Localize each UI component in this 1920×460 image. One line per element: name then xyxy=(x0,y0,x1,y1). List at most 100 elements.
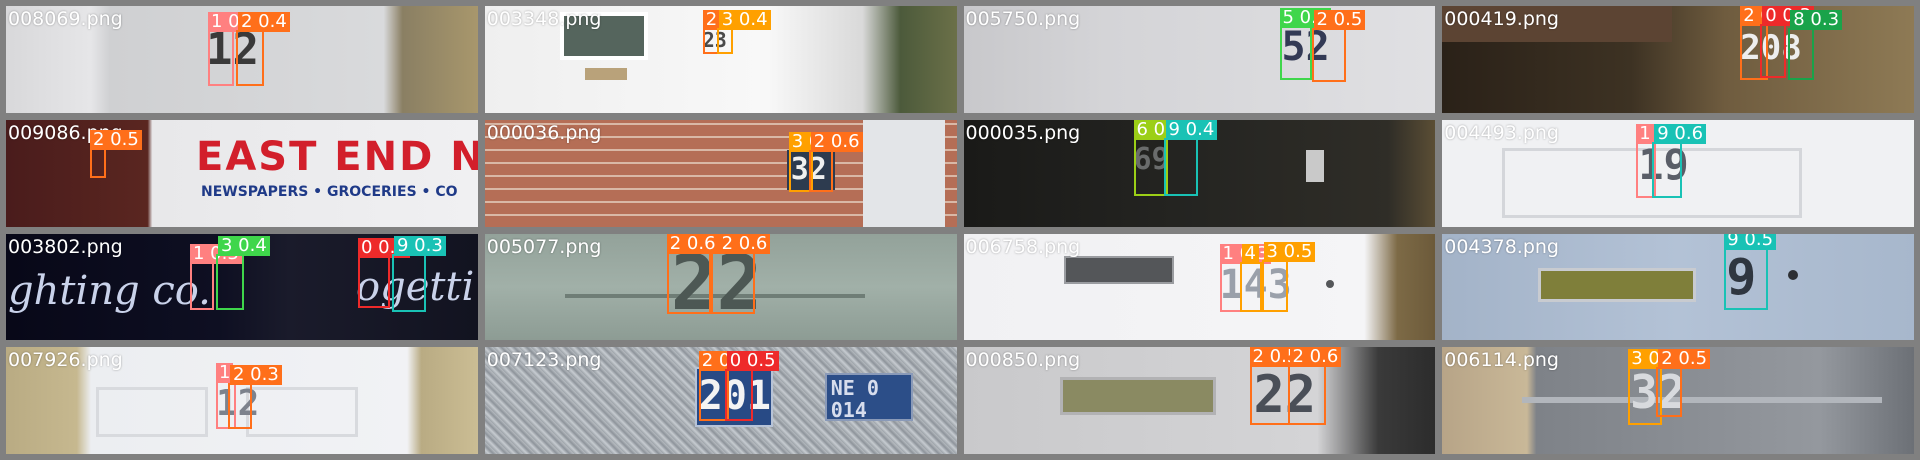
door-knob xyxy=(1788,269,1799,280)
detection-label: 2 0.6 xyxy=(1289,347,1342,368)
detection-box: 3 0.4 xyxy=(216,235,270,310)
detection-box: 4 xyxy=(1239,243,1262,312)
tile-filename: 008069.png xyxy=(8,8,123,30)
house-number-digits: 12 xyxy=(216,383,260,425)
tile-009086: EAST END NE NEWSPAPERS • GROCERIES • CO … xyxy=(6,119,478,227)
tile-filename: 000850.png xyxy=(965,349,1081,372)
detection-label: 2 xyxy=(702,10,721,30)
tile-000850: 22 000850.png 2 0.5 2 0.6 xyxy=(963,347,1436,454)
house-number-digits: 143 xyxy=(1219,261,1292,308)
tile-000419: 208 000419.png 2 0.3 0 0.3 8 0.3 xyxy=(1442,6,1914,113)
number-plaque-right: NE 0 014 xyxy=(824,373,913,422)
tile-filename: 005077.png xyxy=(486,235,602,258)
detection-box: 9 0.3 xyxy=(392,235,446,312)
tile-filename: 006758.png xyxy=(965,235,1081,258)
door-knob xyxy=(1325,279,1334,288)
detection-box: 3 0.4 xyxy=(716,10,771,54)
shop-sign-right: ogetti xyxy=(356,263,475,310)
scene-image xyxy=(963,233,1436,341)
detection-label: 2 0.3 xyxy=(230,365,282,386)
detection-label: 3 0.4 xyxy=(718,10,771,30)
letterbox xyxy=(1538,267,1697,302)
door-window xyxy=(559,12,648,60)
tile-filename: 005750.png xyxy=(965,8,1081,30)
detection-label: 3 0.4 xyxy=(218,235,270,256)
tile-filename: 000035.png xyxy=(965,121,1081,144)
tile-filename: 000419.png xyxy=(1444,8,1559,30)
detection-label: 9 0.5 xyxy=(1724,233,1777,250)
tile-005077: 22 005077.png 2 0.6 2 0.6 2 0.6 2 0.6 xyxy=(484,233,957,341)
detection-label: 4 xyxy=(1241,243,1259,264)
detection-label: 8 0.3 xyxy=(1790,10,1843,30)
detection-label: 6 0. xyxy=(1133,119,1174,140)
tile-filename: 006114.png xyxy=(1444,349,1559,372)
detection-label: 2 0.5 xyxy=(90,129,142,150)
detection-box: 6 0. xyxy=(1133,119,1174,196)
tile-filename: 007926.png xyxy=(8,349,123,372)
shop-sign-sub: NEWSPAPERS • GROCERIES • CO xyxy=(201,183,458,200)
house-number-digits: 22 xyxy=(1253,365,1317,426)
detection-box: 2 0.4 xyxy=(236,12,290,86)
detection-box: 2 0.6 xyxy=(1287,347,1342,426)
detection-box: 2 0.6 xyxy=(710,233,755,314)
detection-box: 9 0.4 xyxy=(1163,119,1218,196)
tile-007123: 201 NE 0 014 007123.png 2 0 0 0.5 xyxy=(484,347,957,454)
tile-filename: 007123.png xyxy=(486,349,602,372)
detection-box: 2 0.5 xyxy=(1656,349,1711,418)
detection-label: 0 0.5 xyxy=(726,351,779,372)
door-panel xyxy=(246,387,358,438)
window-frame xyxy=(862,119,945,227)
detection-label: 2 0.6 xyxy=(666,233,719,254)
tile-003802: ghting co. ogetti 003802.png 1 0.3 3 0.4… xyxy=(6,233,478,341)
detection-label: 2 0.5 xyxy=(1313,10,1366,30)
tile-filename: 004378.png xyxy=(1444,235,1559,258)
detection-box: 5 0.4 xyxy=(1279,8,1332,80)
detection-box: 2 0.5 xyxy=(1249,347,1302,426)
tile-filename: 004493.png xyxy=(1444,121,1559,144)
detection-label: 2 0.4 xyxy=(238,12,290,32)
detection-box: 2 0.6 xyxy=(808,131,863,192)
detection-box: 0 0.3 xyxy=(1760,6,1815,78)
tile-filename: 003348.png xyxy=(486,8,602,30)
door-panel xyxy=(96,387,208,438)
detection-box: 2 0.6 xyxy=(666,233,711,314)
detection-label: 9 0.3 xyxy=(394,235,446,256)
detection-box: 1 0.3 xyxy=(208,12,260,86)
shop-sign-main: EAST END NE xyxy=(196,133,478,180)
house-number-digits: 201 xyxy=(698,373,771,420)
detection-box: 9 0.6 xyxy=(1652,123,1707,198)
detection-box: 0 0.5 xyxy=(724,351,779,422)
door-rail xyxy=(1522,397,1883,404)
tile-004378: 9 004378.png 9 0.5 xyxy=(1442,233,1914,341)
tile-004493: 19 004493.png 1 0.3 9 0.6 xyxy=(1442,119,1914,227)
tile-000036: 32 000036.png 3 0.4 2 0.6 xyxy=(484,119,957,227)
detection-label: 1 xyxy=(216,363,234,384)
detection-box: 2 0.3 xyxy=(228,365,282,430)
detection-label: 2 0.6 xyxy=(810,131,863,152)
letterbox xyxy=(1063,255,1174,284)
tile-006758: 143 006758.png 1 0.3 4 3 0.5 xyxy=(963,233,1436,341)
detection-box: 3 0.5 xyxy=(1261,241,1316,312)
detection-label: 2 0 xyxy=(698,351,734,372)
detection-box: 2 0.5 xyxy=(90,129,142,178)
detection-label-strip: 2 0.6 2 0.6 xyxy=(666,233,771,254)
tile-007926: 12 007926.png 1 2 0.3 xyxy=(6,347,478,454)
tile-filename: 000036.png xyxy=(486,121,602,144)
scene-image xyxy=(6,119,478,227)
detection-box: 9 0.5 xyxy=(1724,233,1777,310)
tile-003348: 23 003348.png 2 3 0.4 xyxy=(484,6,957,113)
tile-filename: 003802.png xyxy=(8,235,123,258)
letterbox xyxy=(1059,377,1216,416)
house-number-digits: 9 xyxy=(1726,247,1757,306)
detection-label: 2 0.5 xyxy=(1658,349,1711,370)
detection-label: 9 0.4 xyxy=(1165,119,1218,140)
detection-label: 9 0.6 xyxy=(1654,123,1707,144)
shop-sign-left: ghting co. xyxy=(8,267,211,314)
door-panel xyxy=(1305,149,1324,182)
detection-label: 2 0.6 xyxy=(718,233,771,254)
door-rail xyxy=(564,293,865,298)
detection-label: 2 0.5 xyxy=(1249,347,1302,368)
house-number-digits: 23 xyxy=(702,28,727,52)
tile-008069: 12 008069.png 1 0.3 2 0.4 xyxy=(6,6,478,113)
